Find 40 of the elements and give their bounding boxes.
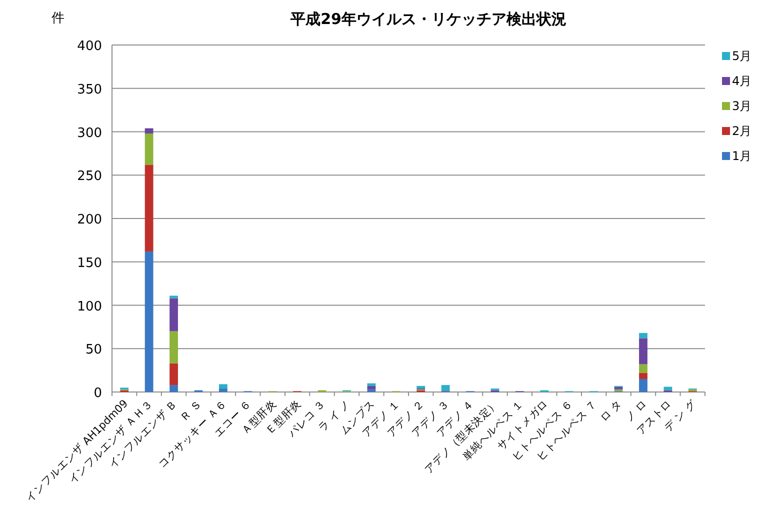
legend-label: 1月 <box>732 149 752 163</box>
bar <box>144 128 154 134</box>
bar <box>218 384 228 389</box>
y-tick-label: 150 <box>77 256 102 271</box>
bar <box>170 363 178 386</box>
legend-label: 4月 <box>732 74 752 88</box>
bar <box>170 296 178 298</box>
bar <box>639 378 648 392</box>
bar <box>614 386 623 390</box>
bar <box>218 388 228 392</box>
y-tick-label: 100 <box>77 299 102 314</box>
legend-label: 5月 <box>732 49 752 63</box>
bar <box>367 383 376 386</box>
y-tick-label: 0 <box>94 386 102 401</box>
y-tick-label: 300 <box>77 126 102 141</box>
bar <box>170 298 178 332</box>
bar <box>639 372 648 379</box>
bar <box>144 133 154 165</box>
y-tick-label: 350 <box>77 82 102 98</box>
bar <box>639 338 648 364</box>
bar <box>367 389 376 392</box>
bar <box>639 333 648 338</box>
y-tick-label: 200 <box>77 212 102 228</box>
bar <box>170 385 178 392</box>
bar <box>144 251 154 392</box>
bar <box>639 364 648 373</box>
y-tick-label: 250 <box>77 169 102 184</box>
bar <box>144 164 154 252</box>
bar <box>367 386 376 390</box>
bar <box>664 386 672 390</box>
bar <box>170 331 178 364</box>
y-tick-label: 400 <box>77 39 102 54</box>
x-tick-label: ロ タ <box>598 398 625 424</box>
y-tick-label: 50 <box>85 342 102 358</box>
bar <box>441 385 450 392</box>
bar <box>416 386 426 389</box>
chart-title: 平成29年ウイルス・リケッチア検出状況 <box>290 10 566 28</box>
legend-label: 3月 <box>732 99 752 113</box>
y-axis-title: 件 <box>52 11 64 26</box>
legend-label: 2月 <box>732 124 752 138</box>
